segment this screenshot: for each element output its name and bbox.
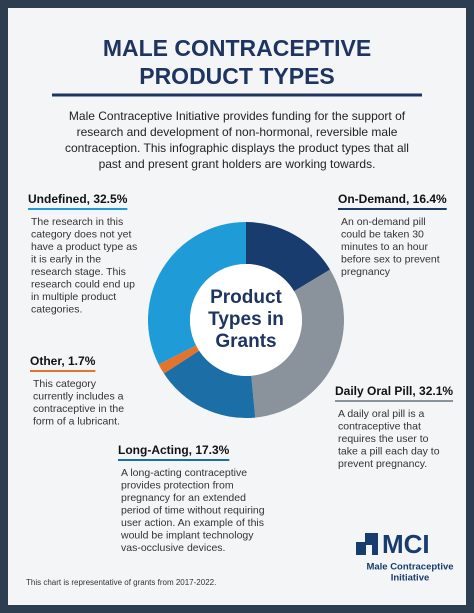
slice-description: A daily oral pill is a: [338, 408, 425, 420]
intro-line: past and present grant holders are worki…: [99, 157, 376, 171]
slice-description: category does not yet: [31, 228, 131, 240]
slice-description: in multiple product: [31, 291, 116, 303]
slice-label: Other, 1.7%: [30, 354, 96, 368]
slice-description: could be taken 30: [341, 228, 424, 240]
logo-mark: MCI: [382, 529, 430, 559]
title-line: PRODUCT TYPES: [139, 63, 335, 89]
slice-description: categories.: [31, 303, 82, 315]
slice-description: contraceptive that: [338, 420, 421, 432]
slice-description: requires the user to: [338, 433, 429, 445]
slice-description: form of a lubricant.: [33, 415, 120, 427]
slice-description: pregnancy: [341, 266, 391, 278]
footnote: This chart is representative of grants f…: [26, 578, 216, 587]
center-label: Product: [210, 287, 282, 308]
slice-description: would be implant technology: [120, 529, 254, 541]
slice-description: before sex to prevent: [341, 253, 440, 265]
slice: [246, 222, 331, 292]
slice-description: take a pill each day to: [338, 445, 440, 457]
slice-label: Daily Oral Pill, 32.1%: [335, 384, 453, 398]
slice-label: On-Demand, 16.4%: [338, 192, 447, 206]
slice: [163, 350, 256, 418]
slice-label: Undefined, 32.5%: [28, 192, 128, 206]
slice-label: Long-Acting, 17.3%: [118, 443, 230, 457]
slice-description: An on-demand pill: [341, 216, 426, 228]
slice-description: research stage. This: [31, 266, 126, 278]
slice-description: prevent pregnancy.: [338, 458, 427, 470]
slice-description: research could end up: [31, 278, 135, 290]
logo-name: Initiative: [391, 573, 430, 584]
slice-description: A long-acting contraceptive: [121, 467, 247, 479]
slice-description: period of time without requiring: [121, 504, 265, 516]
slice-description: have a product type as: [31, 241, 137, 253]
intro-line: contraception. This infographic displays…: [65, 141, 409, 155]
slice-description: user action. An example of this: [121, 517, 264, 529]
logo-icon: [356, 533, 378, 555]
slice-description: contraceptive in the: [33, 403, 124, 415]
slice-description: vas-occlusive devices.: [121, 542, 225, 554]
title-line: MALE CONTRACEPTIVE: [103, 35, 371, 61]
slice-description: currently includes a: [33, 390, 124, 402]
slice-description: it is early in the: [31, 253, 101, 265]
center-label: Types in: [208, 309, 284, 330]
intro-line: Male Contraceptive Initiative provides f…: [69, 109, 406, 123]
slice-description: provides protection from: [121, 479, 234, 491]
donut-hole: [190, 264, 302, 376]
slice: [148, 222, 246, 365]
slice-description: This category: [33, 378, 97, 390]
slice: [158, 345, 200, 374]
slice-description: pregnancy for an extended: [121, 492, 246, 504]
slice: [251, 269, 344, 418]
logo-name: Male Contraceptive: [366, 562, 453, 573]
slice-description: The research in this: [31, 216, 123, 228]
slice-description: minutes to an hour: [341, 241, 428, 253]
intro-line: research and development of non-hormonal…: [77, 125, 398, 139]
center-label: Grants: [215, 331, 276, 352]
